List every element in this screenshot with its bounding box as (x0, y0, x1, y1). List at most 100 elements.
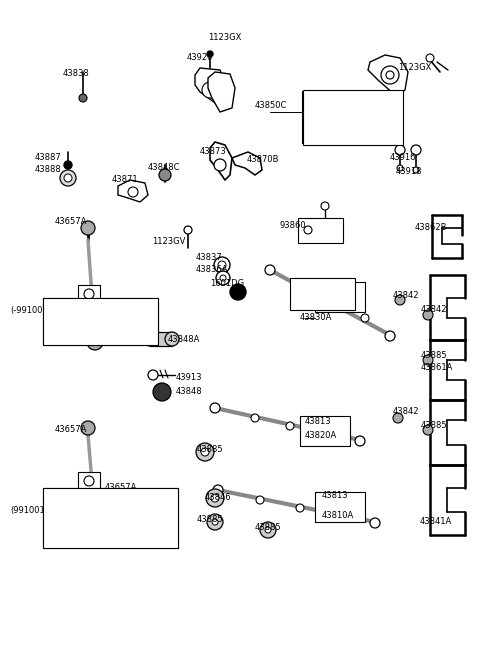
Circle shape (207, 51, 213, 57)
Circle shape (423, 310, 433, 320)
Circle shape (159, 169, 171, 181)
Circle shape (92, 524, 104, 536)
Circle shape (411, 145, 421, 155)
Circle shape (395, 295, 405, 305)
Text: (-991001): (-991001) (10, 305, 51, 314)
Circle shape (426, 54, 434, 62)
Text: 93860: 93860 (280, 221, 307, 229)
Circle shape (220, 275, 226, 281)
Circle shape (84, 476, 94, 486)
Circle shape (381, 66, 399, 84)
Text: 1123GX: 1123GX (398, 64, 432, 73)
Circle shape (265, 265, 275, 275)
Text: 1123GV: 1123GV (152, 236, 185, 246)
Text: 43916: 43916 (390, 153, 417, 162)
Polygon shape (232, 152, 262, 175)
Circle shape (260, 522, 276, 538)
Circle shape (88, 524, 104, 540)
Text: 43850C: 43850C (255, 100, 288, 109)
Text: 43920: 43920 (187, 52, 214, 62)
Circle shape (84, 289, 94, 299)
Text: 1601DG: 1601DG (325, 96, 359, 105)
Bar (315, 492, 365, 522)
Circle shape (395, 124, 403, 132)
Circle shape (385, 331, 395, 341)
Text: (991001-): (991001-) (10, 506, 51, 514)
Circle shape (79, 94, 87, 102)
Circle shape (301, 281, 309, 289)
Circle shape (321, 202, 329, 210)
Text: 43841A: 43841A (420, 517, 452, 527)
Text: 43813: 43813 (305, 417, 332, 426)
Circle shape (336, 512, 344, 520)
Circle shape (218, 261, 226, 269)
Polygon shape (75, 516, 125, 548)
Bar (78, 285, 100, 303)
Circle shape (212, 519, 218, 525)
Circle shape (230, 284, 246, 300)
Circle shape (355, 436, 365, 446)
Bar (300, 416, 350, 446)
Text: 43843B: 43843B (80, 523, 112, 533)
Text: 43842: 43842 (393, 407, 420, 417)
Polygon shape (210, 142, 232, 180)
Text: 43885: 43885 (197, 515, 224, 525)
Text: 43657A: 43657A (105, 483, 137, 493)
Text: 43913: 43913 (176, 373, 203, 383)
Text: 43836A: 43836A (196, 265, 228, 274)
Bar (150, 332, 172, 346)
Circle shape (413, 167, 419, 173)
Bar (290, 278, 355, 310)
Bar (302, 91, 402, 143)
Bar (43, 298, 158, 345)
Circle shape (386, 71, 394, 79)
Bar (78, 472, 100, 490)
Text: 43836B: 43836B (325, 109, 358, 117)
Text: 43885: 43885 (255, 523, 282, 533)
Circle shape (265, 527, 271, 533)
Text: 43846: 43846 (205, 493, 232, 502)
Text: 43842: 43842 (421, 305, 447, 314)
Text: 43880: 43880 (86, 305, 113, 314)
Bar (393, 115, 401, 122)
Text: 43830A: 43830A (300, 314, 332, 322)
Circle shape (211, 494, 219, 502)
Text: 43657A: 43657A (55, 426, 87, 434)
Circle shape (196, 443, 214, 461)
Text: 43848: 43848 (176, 388, 203, 396)
Text: 43885: 43885 (421, 422, 448, 430)
Circle shape (60, 170, 76, 186)
Text: 43657A: 43657A (55, 217, 87, 227)
Circle shape (214, 159, 226, 171)
Text: 43848C: 43848C (148, 164, 180, 172)
Circle shape (107, 533, 117, 543)
Bar (315, 282, 365, 312)
Circle shape (210, 403, 220, 413)
Text: 43862B: 43862B (415, 223, 447, 233)
Circle shape (391, 99, 399, 107)
Circle shape (213, 485, 223, 495)
Bar (43, 298, 158, 345)
Circle shape (393, 413, 403, 423)
Circle shape (143, 332, 157, 346)
Circle shape (423, 355, 433, 365)
Circle shape (361, 314, 369, 322)
Circle shape (397, 165, 403, 171)
Circle shape (64, 174, 72, 182)
Circle shape (326, 432, 334, 440)
Text: 43887: 43887 (35, 153, 62, 162)
Circle shape (423, 425, 433, 435)
Circle shape (207, 514, 223, 530)
Bar (303, 90, 403, 145)
Circle shape (201, 448, 209, 456)
Circle shape (370, 518, 380, 528)
Polygon shape (118, 180, 148, 202)
Bar (298, 218, 343, 243)
Circle shape (336, 301, 344, 309)
Circle shape (251, 414, 259, 422)
Circle shape (148, 370, 158, 380)
Circle shape (256, 496, 264, 504)
Circle shape (216, 271, 230, 285)
Circle shape (64, 161, 72, 169)
Circle shape (165, 332, 179, 346)
